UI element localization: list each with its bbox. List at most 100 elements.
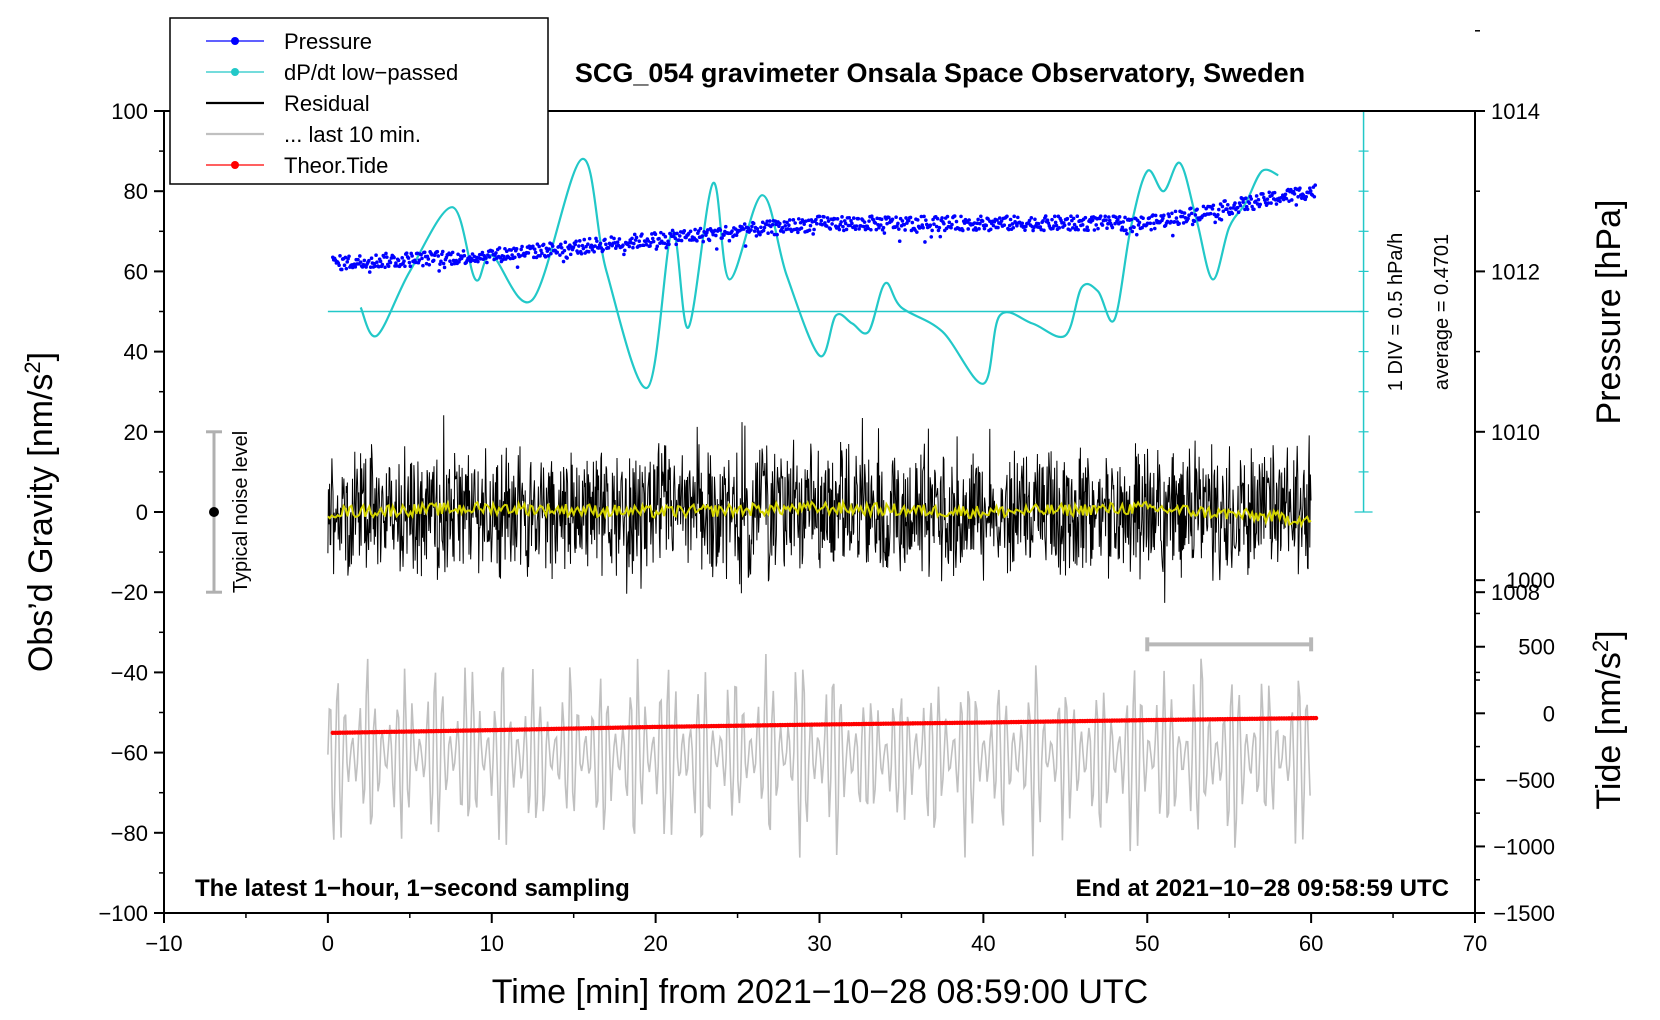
pressure-point [954,219,959,224]
pressure-point [396,258,401,263]
pressure-point [440,249,445,254]
pressure-point [714,247,719,251]
pressure-point [1096,226,1100,231]
pressure-point [972,221,977,225]
noise-level-dot [209,507,219,517]
pressure-point [718,228,723,232]
pressure-point [637,239,642,243]
pressure-point [897,227,901,231]
pressure-point [995,218,999,222]
dpdt-average-label: average = 0.4701 [1431,234,1453,390]
pressure-point [403,264,407,269]
pressure-point [723,224,728,229]
pressure-point [896,221,900,226]
pressure-point [1070,226,1075,230]
pressure-point [508,256,513,261]
pressure-point [1120,225,1125,230]
legend-label-3: ... last 10 min. [284,122,421,147]
pressure-point [1292,192,1297,196]
pressure-point [558,253,562,257]
pressure-point [840,215,844,219]
pressure-point [573,242,578,247]
pressure-point [501,257,505,262]
pressure-point [450,250,455,255]
pressure-point [682,229,687,233]
pressure-point [1007,223,1012,228]
tide-tick-label: −1000 [1493,834,1555,859]
pressure-point [407,260,412,265]
pressure-point [695,239,699,243]
pressure-point [582,237,587,242]
pressure-point [940,216,944,220]
pressure-point [659,230,663,235]
pressure-point [879,217,884,222]
pressure-point [350,265,355,270]
y-axis-tide-title-sup: 2 [1588,640,1613,652]
pressure-point [1181,221,1186,225]
pressure-point [1296,195,1300,199]
pressure-point [638,243,642,248]
pressure-point [830,222,834,226]
pressure-point [677,234,682,238]
tide-tick-label: 500 [1518,635,1555,660]
pressure-point [1039,227,1044,232]
pressure-point [812,227,816,232]
x-tick-label: 10 [480,931,504,956]
x-tick-label: 0 [322,931,334,956]
noise-level-indicator: Typical noise level [206,430,252,594]
pressure-point [979,214,983,219]
pressure-point [1106,221,1110,226]
pressure-point [343,255,348,260]
pressure-point [1301,193,1306,198]
pressure-point [1190,222,1195,227]
pressure-point [1098,214,1103,219]
pressure-point [982,226,987,231]
pressure-point [769,230,774,234]
pressure-point [392,255,396,260]
pressure-point [810,220,815,224]
pressure-point [820,222,825,227]
pressure-point [568,252,573,257]
pressure-point [650,232,654,236]
pressure-point [1083,215,1088,220]
pressure-point [915,218,920,222]
pressure-point [1123,215,1127,220]
pressure-point [1012,214,1016,219]
pressure-point [1153,213,1158,218]
pressure-point [651,239,656,244]
pressure-point [894,215,898,220]
pressure-point [1313,183,1318,187]
pressure-point [977,227,981,231]
pressure-point [922,214,926,219]
pressure-point [362,258,367,263]
pressure-point [509,248,514,252]
pressure-point [439,259,443,264]
pressure-point [1092,228,1097,232]
pressure-point [641,243,646,248]
pressure-point [631,245,635,250]
pressure-point [1149,227,1153,232]
pressure-point [766,231,770,235]
pressure-point [853,227,858,232]
pressure-point [890,217,895,222]
pressure-point [988,227,993,232]
pressure-point [897,239,902,244]
pressure-point [1231,206,1236,210]
pressure-point [1024,224,1028,229]
pressure-point [384,251,388,256]
x-tick-label: 50 [1135,931,1159,956]
pressure-point [1074,225,1079,230]
pressure-point [851,216,856,220]
pressure-point [1272,190,1277,195]
pressure-point [380,262,385,267]
pressure-point [364,265,368,269]
pressure-point [531,255,536,260]
tide-tick-label: 1000 [1506,568,1555,593]
pressure-point [612,236,616,241]
tide-tick-label: 0 [1543,701,1555,726]
pressure-point [1006,227,1011,232]
pressure-point [1254,194,1259,198]
pressure-point [1182,211,1187,215]
dpdt-scale-label: 1 DIV = 0.5 hPa/h [1385,233,1407,391]
pressure-point [1094,223,1099,227]
